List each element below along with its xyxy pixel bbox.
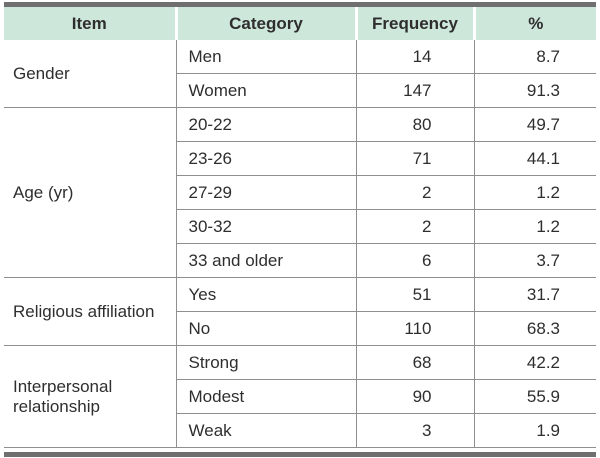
table-cell-category: Yes [175, 277, 357, 312]
table-cell-category: 23-26 [175, 141, 357, 176]
demographics-table: Item Category Frequency % Gender Men 14 8.7… [4, 7, 596, 448]
table-body: Gender Men 14 8.7 Women 147 91.3 Age (yr) 20-22 8… [4, 40, 596, 448]
table-cell-frequency: 71 [355, 141, 475, 176]
table-cell-category: Strong [175, 345, 357, 380]
table-cell-percent: 68.3 [473, 311, 596, 346]
table-cell-category: 20-22 [175, 107, 357, 142]
table-cell-category: 27-29 [175, 175, 357, 210]
table-cell-category: Modest [175, 379, 357, 414]
table-cell-frequency: 2 [355, 175, 475, 210]
table-header-row: Item Category Frequency % [4, 7, 596, 40]
table-cell-category: Weak [175, 413, 357, 448]
table-cell-percent: 49.7 [473, 107, 596, 142]
table-cell-percent: 42.2 [473, 345, 596, 380]
table-row: Gender Men 14 8.7 [4, 40, 596, 108]
table-row: No 110 68.3 [4, 311, 596, 346]
table-row: Age (yr) 20-22 80 49.7 [4, 107, 596, 278]
table-cell-frequency: 51 [355, 277, 475, 312]
table-cell-percent: 1.2 [473, 175, 596, 210]
table-cell-percent: 1.9 [473, 413, 596, 448]
table-cell-frequency: 80 [355, 107, 475, 142]
table-cell-item: Gender [4, 40, 177, 108]
column-header-frequency: Frequency [354, 7, 474, 40]
table-cell-item: Age (yr) [4, 107, 177, 278]
table-cell-percent: 55.9 [473, 379, 596, 414]
table-cell-percent: 3.7 [473, 243, 596, 278]
table-cell-frequency: 147 [355, 73, 475, 108]
table-cell-frequency: 3 [355, 413, 475, 448]
table-cell-item: Interpersonal relationship [4, 345, 177, 448]
table-cell-frequency: 2 [355, 209, 475, 244]
table-cell-percent: 31.7 [473, 277, 596, 312]
table-cell-category: 30-32 [175, 209, 357, 244]
table-row: 30-32 2 1.2 [4, 209, 596, 244]
table-row: 33 and older 6 3.7 [4, 243, 596, 278]
table-cell-percent: 8.7 [473, 40, 596, 74]
table-cell-frequency: 90 [355, 379, 475, 414]
table-cell-category: 33 and older [175, 243, 357, 278]
table-cell-category: Women [175, 73, 357, 108]
table-row: Weak 3 1.9 [4, 413, 596, 448]
table-cell-percent: 1.2 [473, 209, 596, 244]
table-row: Women 147 91.3 [4, 73, 596, 108]
column-header-item: Item [4, 7, 176, 40]
column-header-percent: % [472, 7, 596, 40]
table-cell-category: Men [175, 40, 357, 74]
table-top-rule [4, 2, 596, 7]
table-cell-frequency: 14 [355, 40, 475, 74]
table-row: Interpersonal relationship Strong 68 42.2 [4, 345, 596, 448]
table-row: Religious affiliation Yes 51 31.7 [4, 277, 596, 346]
table-cell-percent: 91.3 [473, 73, 596, 108]
table-cell-category: No [175, 311, 357, 346]
table-cell-item: Religious affiliation [4, 277, 177, 346]
table-header: Item Category Frequency % [4, 7, 596, 40]
table-cell-frequency: 68 [355, 345, 475, 380]
table-cell-percent: 44.1 [473, 141, 596, 176]
table-cell-frequency: 6 [355, 243, 475, 278]
table-bottom-rule [4, 452, 596, 457]
table-cell-frequency: 110 [355, 311, 475, 346]
column-header-category: Category [174, 7, 356, 40]
